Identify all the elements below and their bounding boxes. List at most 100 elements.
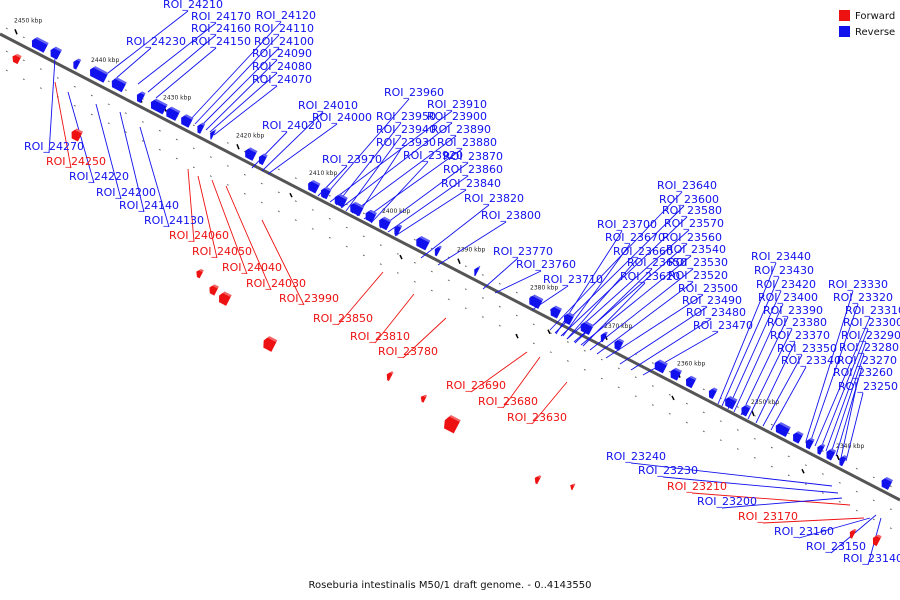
strand-dot [549, 351, 552, 354]
feature-label: ROI_23470 [693, 319, 753, 332]
gene-feature [550, 305, 562, 319]
legend-forward-label: Forward [855, 11, 895, 22]
feature-label: ROI_23870 [443, 150, 503, 163]
strand-dot [889, 485, 892, 488]
strand-tick [289, 192, 293, 198]
strand-dot [362, 235, 365, 238]
strand-dot [141, 140, 144, 142]
gene-feature [210, 128, 217, 140]
strand-dot [90, 94, 93, 97]
leader-line [814, 316, 871, 447]
feature-label: ROI_23670 [605, 231, 665, 244]
gene-arrow [741, 404, 752, 417]
strand-dot [889, 508, 892, 511]
strand-dot [753, 437, 756, 440]
gene-feature [725, 395, 738, 410]
gene-highlight [267, 335, 278, 343]
gene-arrow [350, 201, 365, 217]
leader-line [95, 103, 122, 200]
gene-feature [826, 447, 837, 461]
gene-feature [741, 403, 752, 417]
leader-line [251, 131, 288, 169]
strand-dot [668, 393, 671, 396]
strand-dot [668, 370, 671, 373]
strand-dot [736, 406, 739, 408]
strand-dot [532, 323, 535, 326]
strand-dot [668, 412, 671, 415]
feature-label: ROI_23820 [464, 192, 524, 205]
gene-features [12, 36, 893, 547]
gene-arrow [31, 37, 49, 53]
legend-reverse-swatch [839, 26, 850, 37]
gene-feature [258, 153, 268, 166]
leader-line [502, 356, 541, 409]
gene-feature [654, 359, 668, 374]
leader-line [209, 72, 278, 133]
strand-dot [39, 87, 42, 89]
gene-feature [245, 146, 258, 161]
gene-feature [394, 224, 403, 236]
genome-caption: Roseburia intestinalis M50/1 draft genom… [309, 580, 592, 591]
strand-dot [532, 342, 535, 345]
gene-highlight [532, 294, 544, 302]
strand-dot [498, 305, 501, 308]
gene-arrow [420, 394, 428, 403]
leader-line [770, 366, 807, 431]
strand-dot [345, 226, 348, 229]
feature-label: ROI_24150 [191, 35, 251, 48]
leader-line [119, 111, 145, 213]
gene-highlight [212, 283, 219, 289]
leader-line [605, 294, 704, 359]
gene-highlight [397, 224, 403, 229]
strand-dot [226, 142, 229, 144]
feature-label: ROI_23850 [313, 312, 373, 325]
feature-label: ROI_23300 [843, 316, 900, 329]
strand-dot [362, 254, 365, 257]
gene-highlight [423, 394, 428, 398]
feature-label: ROI_23480 [686, 306, 746, 319]
gene-arrow [136, 91, 146, 103]
gene-arrow [881, 476, 893, 490]
leader-line [762, 354, 803, 427]
leader-line [830, 353, 865, 454]
gene-feature [564, 312, 575, 326]
strand-dot [209, 156, 212, 158]
gene-highlight [74, 128, 83, 134]
gene-highlight [689, 375, 697, 381]
tick-mark [14, 29, 18, 35]
feature-label: ROI_24230 [126, 35, 186, 48]
leader-line [54, 81, 72, 169]
gene-highlight [15, 53, 22, 59]
gene-arrow [12, 53, 22, 65]
gene-highlight [53, 46, 62, 52]
feature-label: ROI_24110 [254, 22, 314, 35]
strand-dot [464, 307, 467, 310]
feature-label: ROI_23680 [478, 395, 538, 408]
gene-feature [529, 294, 544, 309]
leader-line [494, 270, 542, 294]
strand-dot [804, 464, 807, 467]
gene-highlight [200, 122, 206, 127]
feature-label: ROI_24100 [254, 35, 314, 48]
leader-line [211, 179, 248, 275]
leader-line [370, 161, 429, 224]
feature-label: ROI_23150 [806, 540, 866, 553]
gene-feature [31, 36, 49, 53]
gene-highlight [553, 305, 562, 311]
gene-arrow [614, 338, 625, 351]
feature-label: ROI_24210 [163, 0, 223, 11]
strand-dot [413, 238, 416, 241]
strand-dot [447, 298, 450, 301]
strand-dot [651, 404, 654, 406]
leader-line [187, 168, 195, 243]
leader-line [189, 21, 282, 121]
strand-dot [481, 274, 484, 276]
gene-highlight [324, 186, 332, 192]
strand-dot [260, 201, 263, 204]
leader-line [147, 34, 217, 93]
feature-label: ROI_23260 [833, 366, 893, 379]
feature-label: ROI_23490 [682, 294, 742, 307]
strand-dot [192, 147, 195, 150]
leader-line [566, 229, 690, 340]
strand-dot [838, 500, 841, 503]
